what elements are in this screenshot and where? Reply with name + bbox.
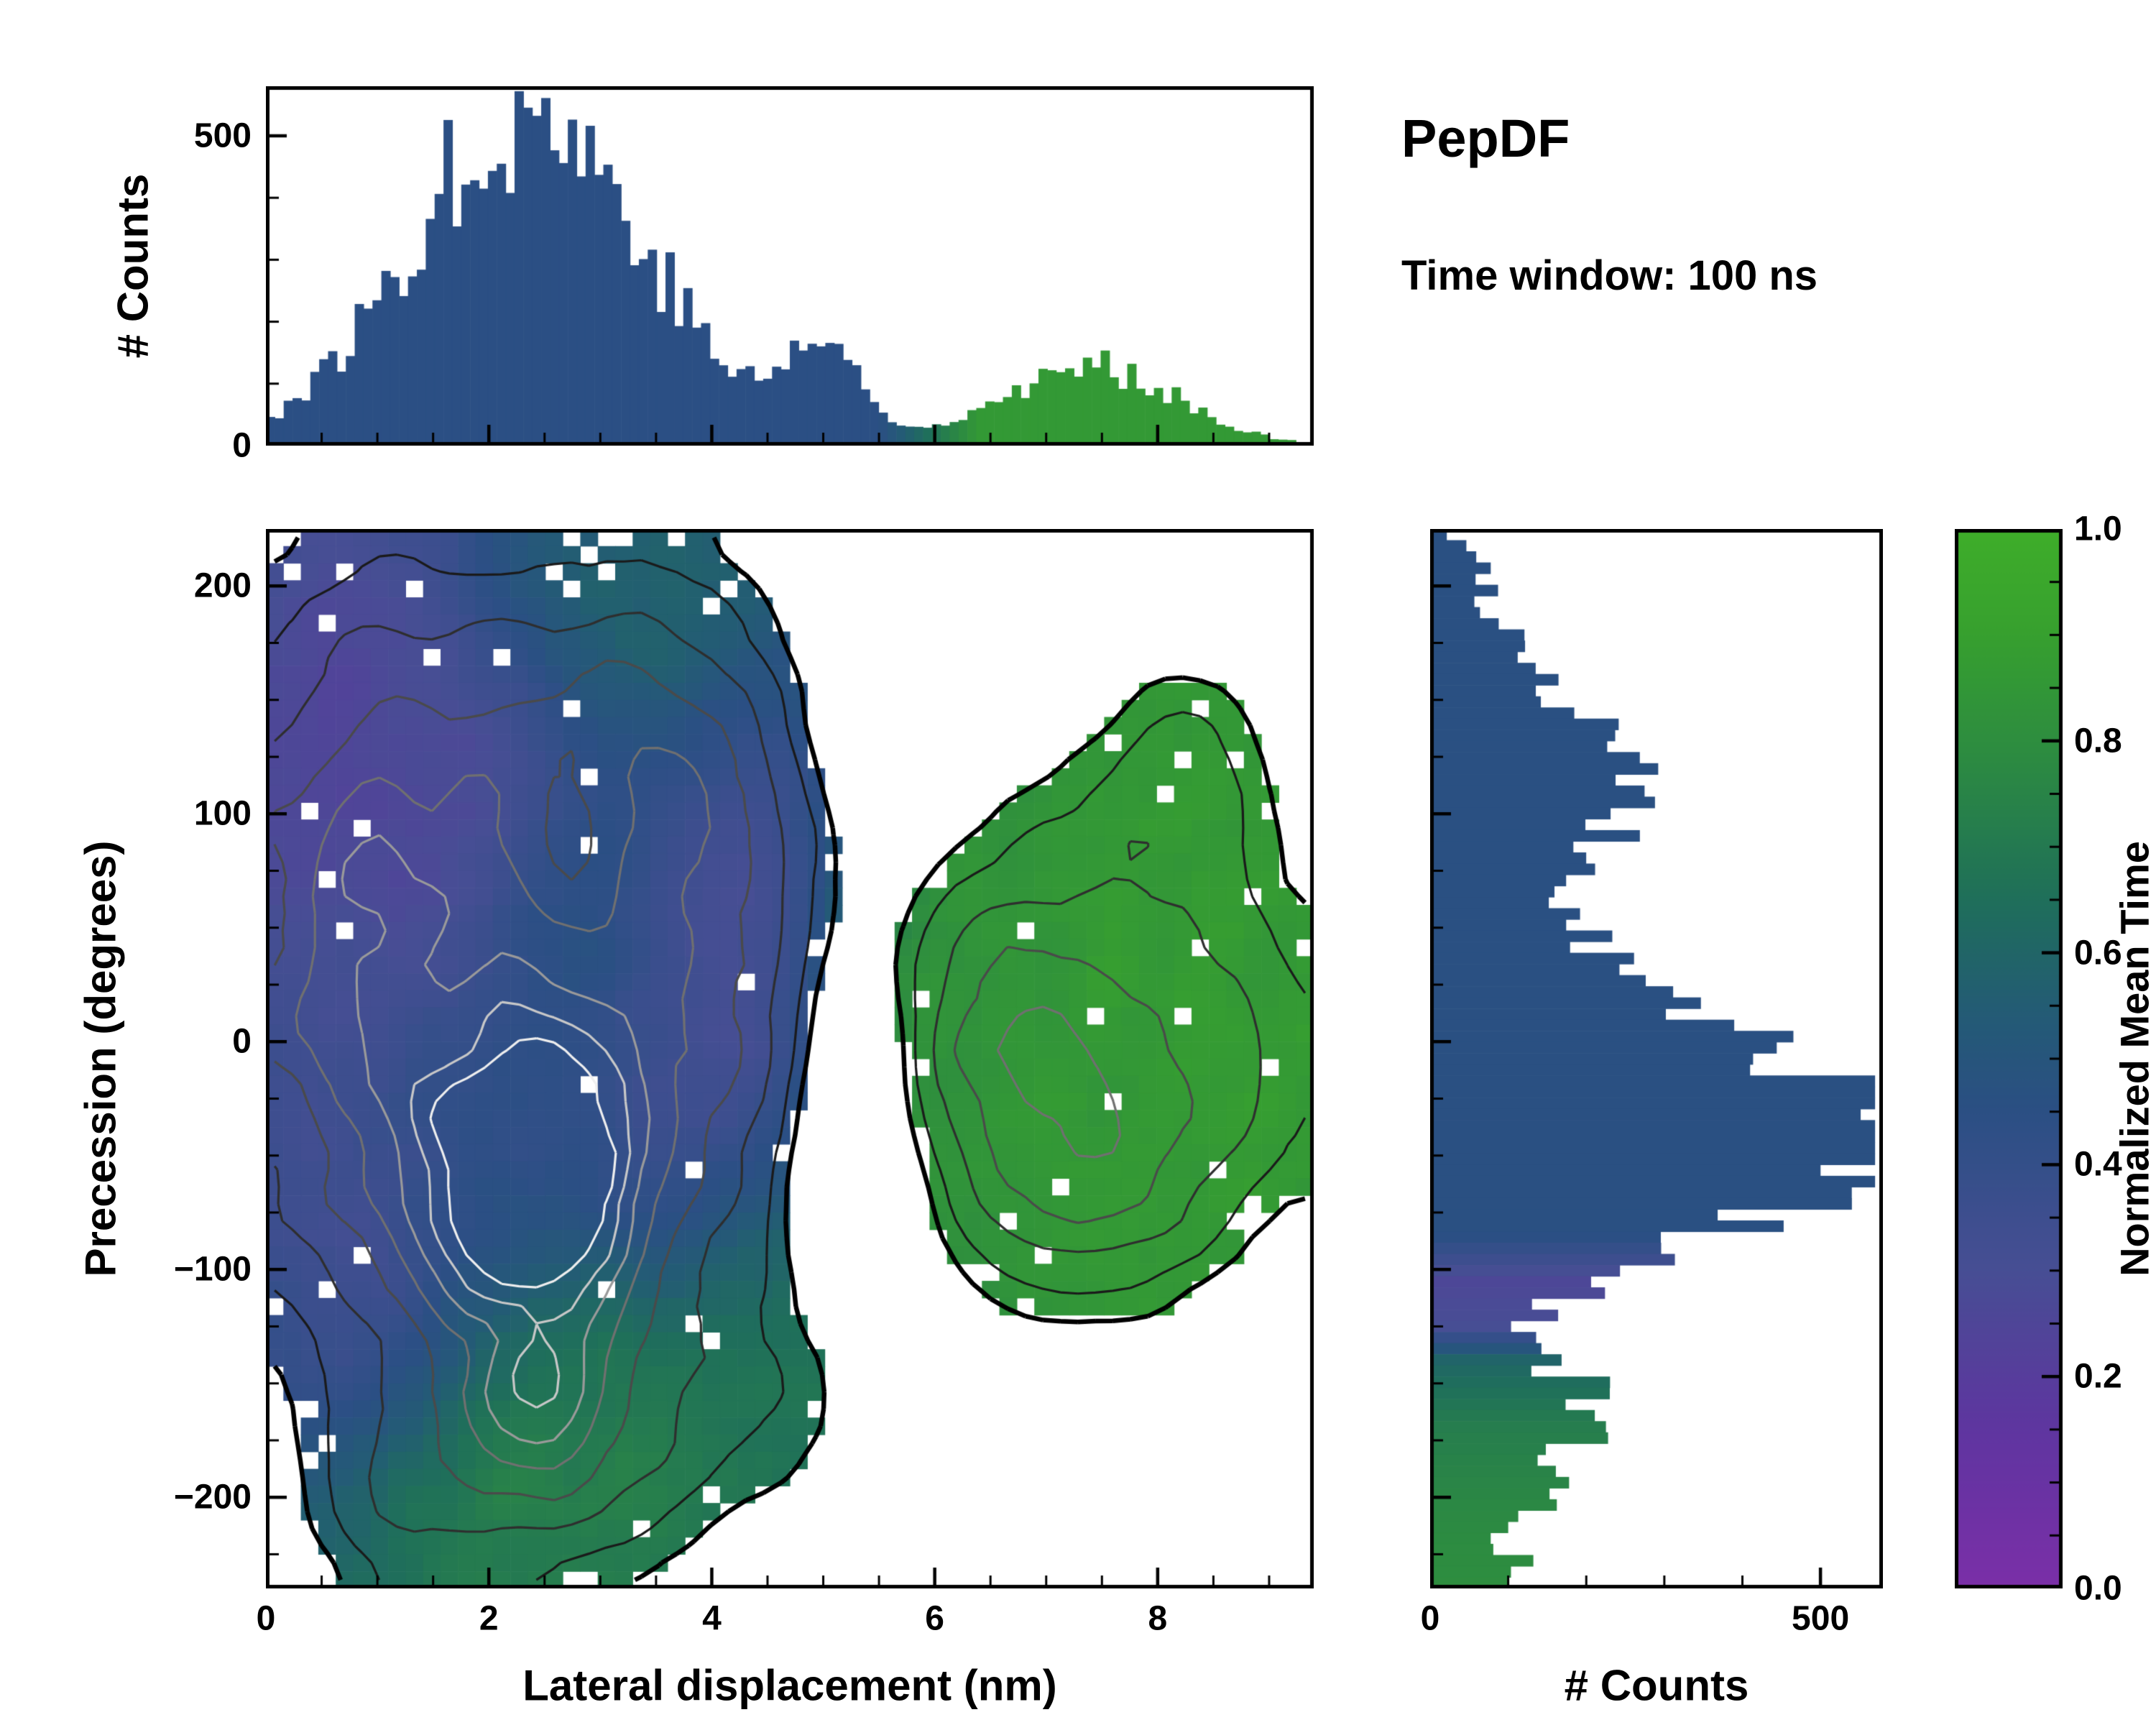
- top-histogram-canvas: [266, 86, 1314, 446]
- main-y-tick-label: 0: [232, 1022, 252, 1061]
- colorbar-tick-label: 1.0: [2074, 510, 2122, 548]
- figure-title: PepDF: [1401, 109, 1570, 168]
- colorbar-canvas: [1955, 529, 2063, 1588]
- colorbar-tick-label: 0.8: [2074, 722, 2122, 760]
- main-x-tick-label: 4: [702, 1599, 722, 1638]
- top-hist-y-tick-label: 0: [232, 426, 252, 465]
- main-x-tick-label: 0: [256, 1599, 276, 1638]
- main-heatmap-canvas: [266, 529, 1314, 1588]
- main-x-tick-label: 8: [1148, 1599, 1168, 1638]
- colorbar-tick-label: 0.4: [2074, 1145, 2122, 1184]
- colorbar-tick-label: 0.2: [2074, 1357, 2122, 1396]
- main-x-axis-label: Lateral displacement (nm): [522, 1661, 1057, 1710]
- colorbar-label: Normalized Mean Time: [2111, 841, 2156, 1276]
- top-y-axis-label: # Counts: [109, 173, 157, 359]
- right-hist-x-tick-label: 0: [1420, 1599, 1440, 1638]
- main-y-tick-label: 200: [193, 566, 252, 605]
- right-hist-x-tick-label: 500: [1792, 1599, 1850, 1638]
- main-y-tick-label: 100: [193, 794, 252, 833]
- main-y-axis-label: Precession (degrees): [76, 840, 125, 1277]
- top-hist-y-tick-label: 500: [193, 116, 252, 155]
- figure-subtitle: Time window: 100 ns: [1401, 252, 1818, 299]
- main-y-tick-label: −200: [173, 1478, 252, 1517]
- colorbar-tick-label: 0.6: [2074, 934, 2122, 972]
- right-x-axis-label: # Counts: [1564, 1661, 1749, 1710]
- main-x-tick-label: 2: [479, 1599, 499, 1638]
- main-y-tick-label: −100: [173, 1250, 252, 1289]
- main-x-tick-label: 6: [925, 1599, 944, 1638]
- right-histogram-canvas: [1430, 529, 1883, 1588]
- colorbar-tick-label: 0.0: [2074, 1569, 2122, 1608]
